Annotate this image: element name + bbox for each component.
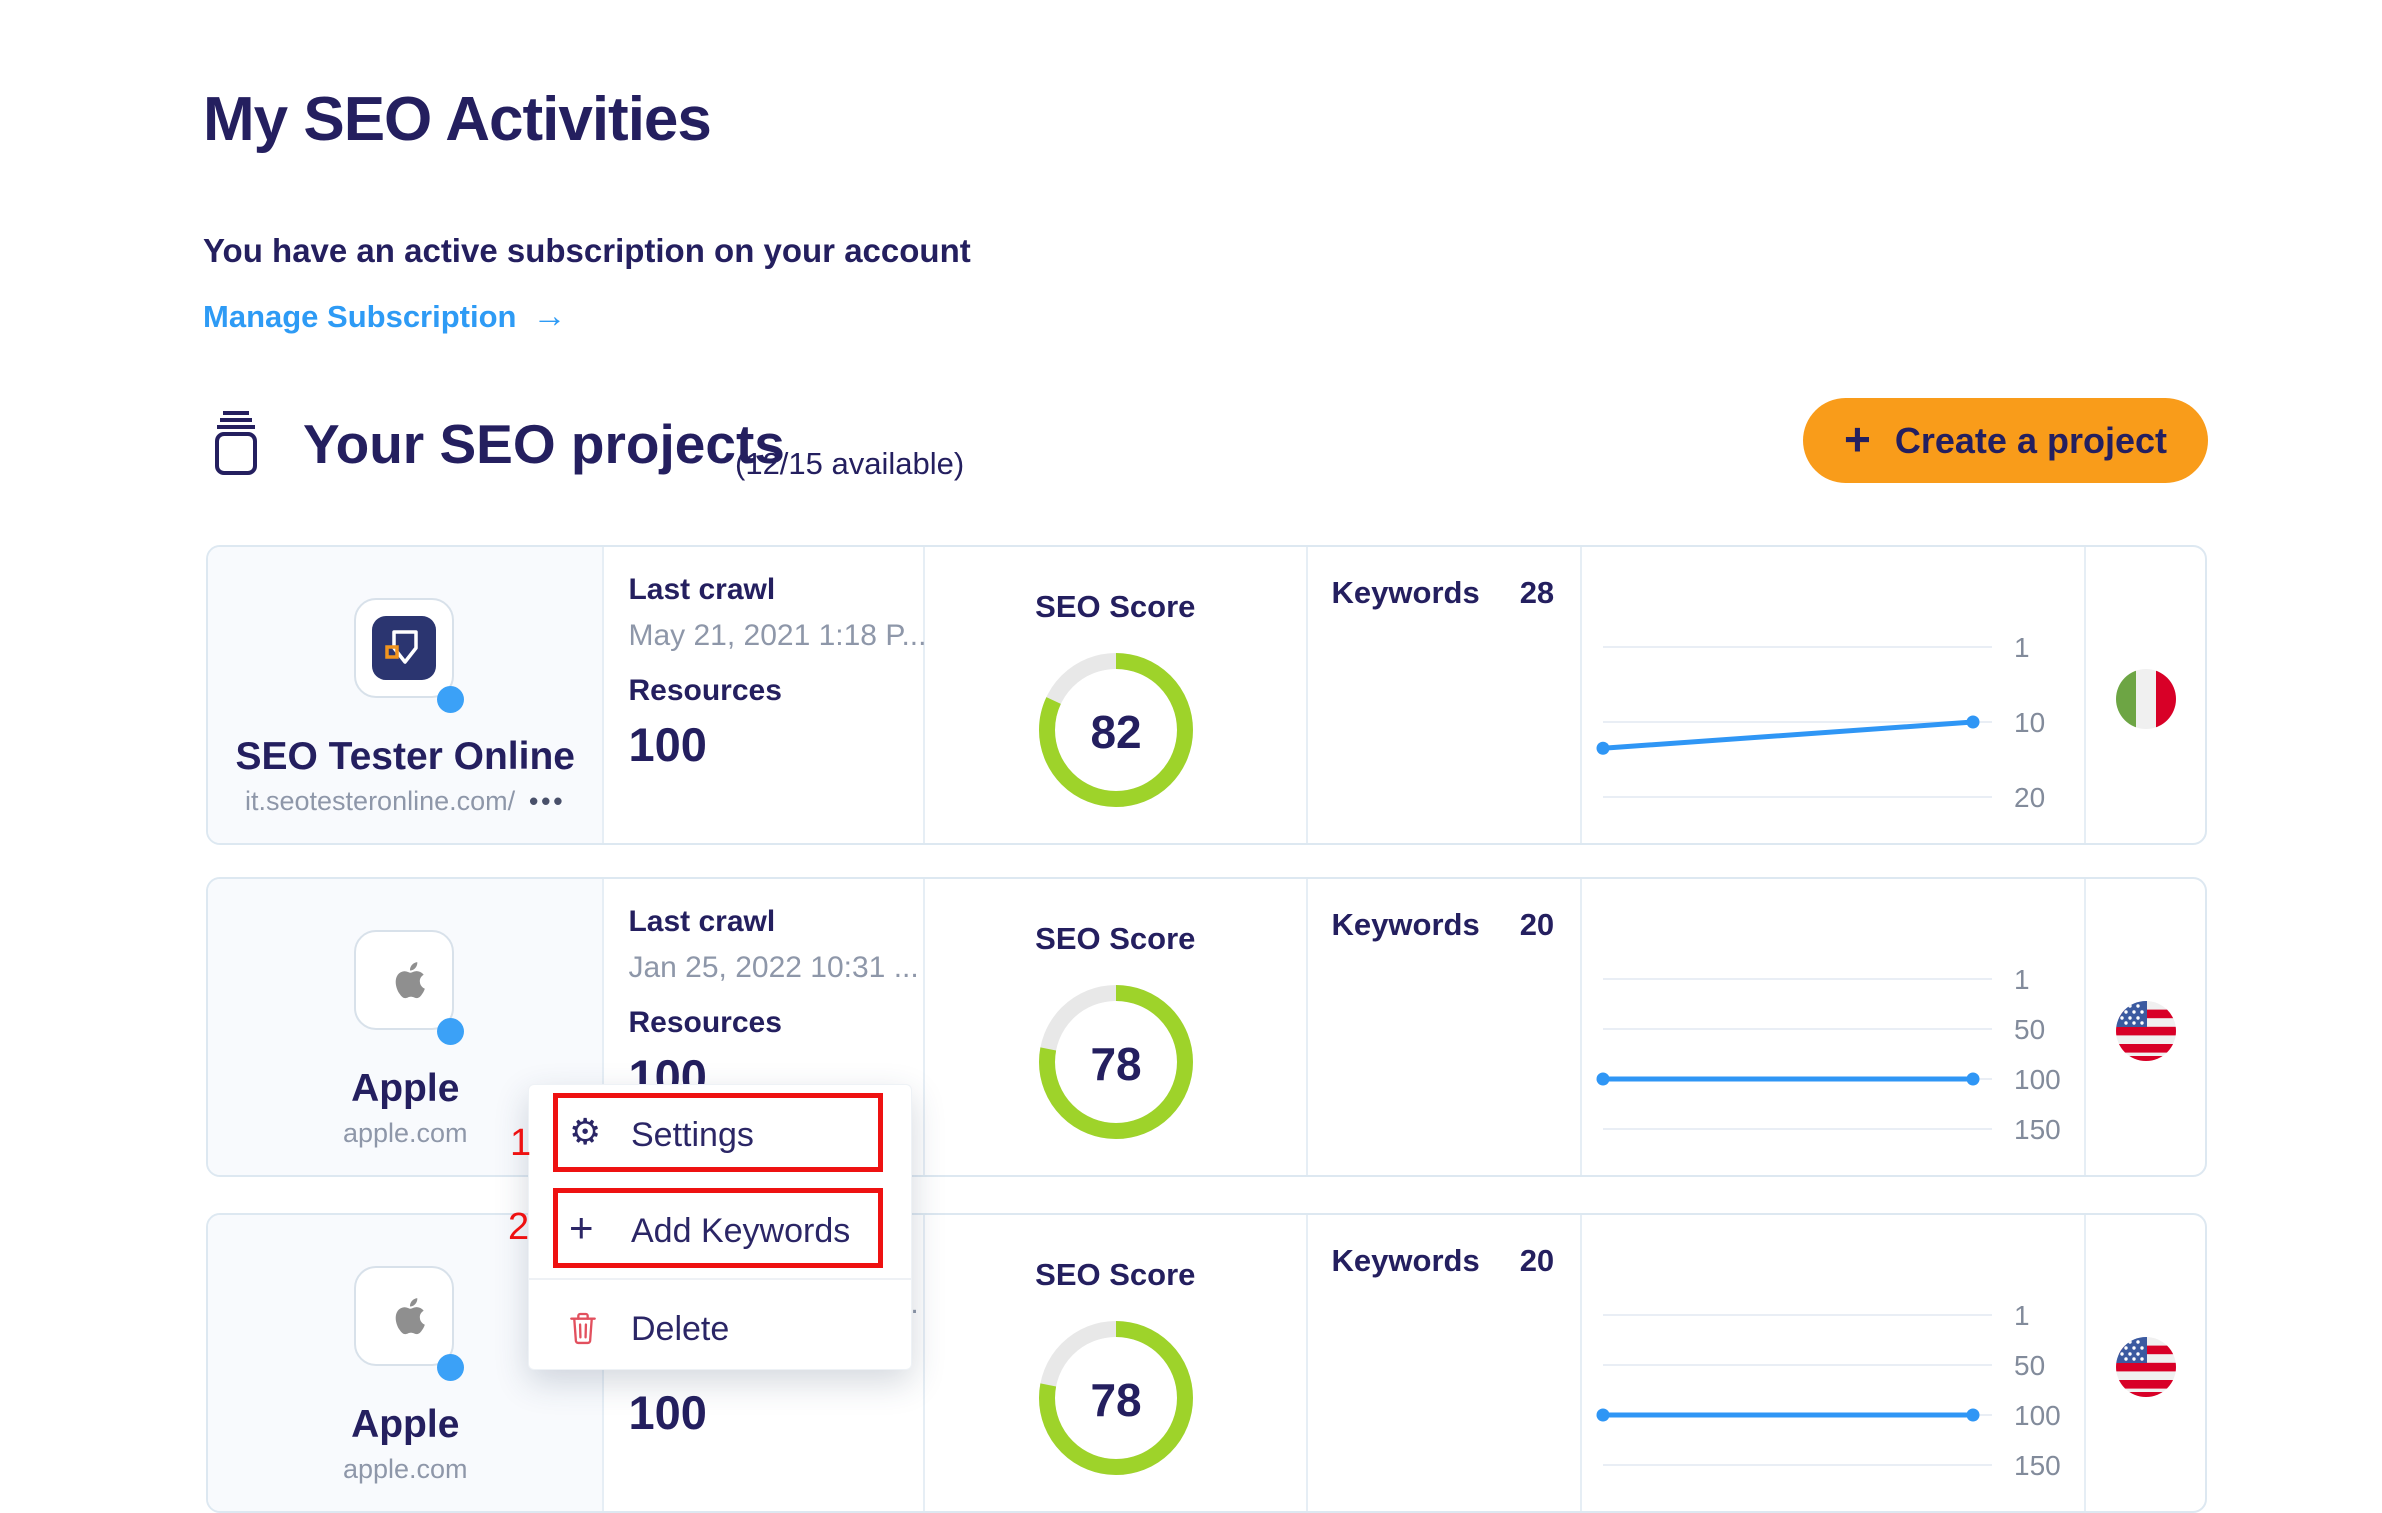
settings-label: Settings	[631, 1116, 754, 1155]
svg-text:50: 50	[2014, 1014, 2045, 1045]
last-crawl-date: May 21, 2021 1:18 P...	[628, 619, 926, 653]
add-keywords-label: Add Keywords	[631, 1212, 850, 1251]
projects-stack-icon	[213, 410, 259, 481]
keywords-label: Keywords	[1332, 1243, 1480, 1279]
seo-score-cell: SEO Score 78	[925, 1215, 1307, 1511]
apple-logo	[354, 930, 454, 1030]
crawl-cell: Last crawl May 21, 2021 1:18 P... Resour…	[604, 547, 925, 843]
menu-item-delete[interactable]: Delete	[529, 1283, 911, 1371]
svg-text:20: 20	[2014, 782, 2045, 813]
svg-text:50: 50	[2014, 1350, 2045, 1381]
svg-text:1: 1	[2014, 1300, 2030, 1331]
seo-tester-online-logo	[354, 598, 454, 698]
seo-score-label: SEO Score	[925, 589, 1305, 625]
arrow-right-icon: →	[532, 297, 566, 336]
plus-icon: +	[1844, 416, 1871, 462]
manage-subscription-label: Manage Subscription	[203, 299, 516, 335]
keywords-value: 20	[1520, 907, 1554, 943]
resources-value: 100	[628, 1385, 706, 1440]
last-crawl-label: Last crawl	[628, 905, 775, 939]
seo-score-ring: 82	[1031, 645, 1201, 815]
keywords-value: 28	[1520, 575, 1554, 611]
project-card-apple[interactable]: Apple apple.com Last crawl Jan 25, 2022 …	[206, 877, 2207, 1177]
seo-score-value: 78	[1031, 1037, 1201, 1091]
resources-label: Resources	[628, 1006, 781, 1040]
last-crawl-label: Last crawl	[628, 573, 775, 607]
page-title: My SEO Activities	[203, 84, 711, 155]
resources-label: Resources	[628, 674, 781, 708]
project-url: apple.com	[208, 1454, 602, 1485]
plus-icon: +	[569, 1213, 601, 1245]
last-crawl-date: Jan 25, 2022 10:31 ...	[628, 951, 918, 985]
flag-cell	[2086, 879, 2205, 1175]
keywords-cell: Keywords 28	[1308, 547, 1583, 843]
manage-subscription-link[interactable]: Manage Subscription →	[203, 297, 566, 336]
seo-score-cell: SEO Score 82	[925, 547, 1307, 843]
create-project-label: Create a project	[1895, 420, 2167, 462]
trash-icon	[569, 1311, 601, 1343]
menu-divider	[529, 1278, 911, 1280]
keywords-cell: Keywords 20	[1308, 879, 1583, 1175]
keywords-label: Keywords	[1332, 907, 1480, 943]
project-name: SEO Tester Online	[208, 735, 602, 779]
menu-item-add-keywords[interactable]: + Add Keywords	[529, 1185, 911, 1273]
seo-score-ring: 78	[1031, 977, 1201, 1147]
svg-text:150: 150	[2014, 1114, 2061, 1145]
seo-score-cell: SEO Score 78	[925, 879, 1307, 1175]
projects-availability: (12/15 available)	[735, 446, 964, 482]
project-name: Apple	[208, 1403, 602, 1447]
ranking-chart: 1 10 20	[1582, 547, 2086, 843]
svg-text:100: 100	[2014, 1064, 2061, 1095]
seo-score-ring: 78	[1031, 1313, 1201, 1483]
svg-text:150: 150	[2014, 1450, 2061, 1481]
apple-logo	[354, 1266, 454, 1366]
flag-cell	[2086, 547, 2205, 843]
svg-text:1: 1	[2014, 964, 2030, 995]
seo-score-value: 78	[1031, 1373, 1201, 1427]
status-dot-icon	[437, 686, 464, 713]
seo-score-label: SEO Score	[925, 1257, 1305, 1293]
project-card-apple-2[interactable]: Apple apple.com Last crawl Jan 25, 2022 …	[206, 1213, 2207, 1513]
usa-flag-icon	[2116, 1001, 2176, 1061]
seo-score-value: 82	[1031, 705, 1201, 759]
status-dot-icon	[437, 1354, 464, 1381]
resources-value: 100	[628, 717, 706, 772]
seo-score-label: SEO Score	[925, 921, 1305, 957]
project-card-seo-tester-online[interactable]: SEO Tester Online it.seotesteronline.com…	[206, 545, 2207, 845]
svg-text:1: 1	[2014, 632, 2030, 663]
more-menu-icon[interactable]: •••	[529, 786, 565, 816]
keywords-label: Keywords	[1332, 575, 1480, 611]
usa-flag-icon	[2116, 1337, 2176, 1397]
project-context-menu: ⚙ Settings + Add Keywords Delete	[528, 1084, 912, 1370]
create-project-button[interactable]: + Create a project	[1803, 398, 2208, 483]
svg-text:100: 100	[2014, 1400, 2061, 1431]
delete-label: Delete	[631, 1310, 729, 1349]
menu-item-settings[interactable]: ⚙ Settings	[529, 1089, 911, 1177]
project-url: it.seotesteronline.com/•••	[208, 786, 602, 817]
svg-text:10: 10	[2014, 707, 2045, 738]
flag-cell	[2086, 1215, 2205, 1511]
subscription-status-text: You have an active subscription on your …	[203, 232, 971, 270]
gear-icon: ⚙	[569, 1117, 601, 1149]
status-dot-icon	[437, 1018, 464, 1045]
keywords-cell: Keywords 20	[1308, 1215, 1583, 1511]
project-info-cell: SEO Tester Online it.seotesteronline.com…	[208, 547, 604, 843]
keywords-value: 20	[1520, 1243, 1554, 1279]
italy-flag-icon	[2116, 669, 2176, 729]
section-title: Your SEO projects	[303, 412, 785, 476]
